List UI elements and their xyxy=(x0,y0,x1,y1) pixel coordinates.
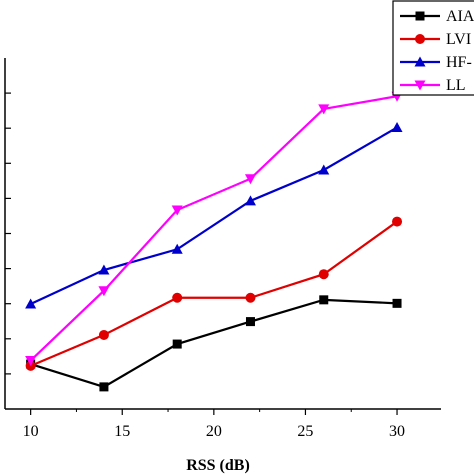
series-layer xyxy=(25,91,403,392)
data-point xyxy=(171,205,183,216)
data-point xyxy=(318,164,330,175)
series-line xyxy=(29,95,398,362)
series-ll-group xyxy=(25,91,403,367)
legend-marker xyxy=(414,80,426,91)
data-point xyxy=(244,195,256,206)
x-tick-label: 10 xyxy=(23,423,39,440)
data-point xyxy=(245,317,255,327)
data-point xyxy=(98,286,110,297)
data-point xyxy=(392,216,403,227)
data-point xyxy=(391,121,403,132)
data-point xyxy=(172,339,182,349)
series-line xyxy=(30,126,398,306)
data-point xyxy=(98,329,109,340)
series-hf-group xyxy=(25,121,403,309)
data-point xyxy=(172,292,183,303)
legend-label: LVI xyxy=(446,31,471,48)
legend-label: HF- xyxy=(446,54,472,71)
data-point xyxy=(98,264,110,275)
data-point xyxy=(25,356,37,367)
x-tick-label: 25 xyxy=(297,423,313,440)
legend-marker xyxy=(414,56,426,67)
legend-marker xyxy=(415,11,425,21)
data-point xyxy=(244,174,256,185)
data-point xyxy=(318,269,329,280)
x-axis-title: RSS (dB) xyxy=(186,457,250,474)
legend-label: LL xyxy=(446,77,466,94)
legend-label: AIA xyxy=(446,8,474,25)
legend: AIA LVI HF- LL xyxy=(392,0,474,96)
legend-marker xyxy=(415,34,425,44)
x-tick-label: 15 xyxy=(114,423,130,440)
x-tick-label: 20 xyxy=(206,423,222,440)
series-line xyxy=(30,220,398,367)
series-lvi-group xyxy=(25,216,403,371)
x-tick-label: 30 xyxy=(389,423,405,440)
data-point xyxy=(171,243,183,254)
axes: 10 15 20 25 30 xyxy=(4,58,441,440)
data-point xyxy=(392,298,402,308)
series-line xyxy=(30,298,398,389)
data-point xyxy=(25,298,37,309)
data-point xyxy=(245,292,256,303)
data-point xyxy=(99,382,109,392)
data-point xyxy=(318,104,330,115)
data-point xyxy=(319,295,329,305)
